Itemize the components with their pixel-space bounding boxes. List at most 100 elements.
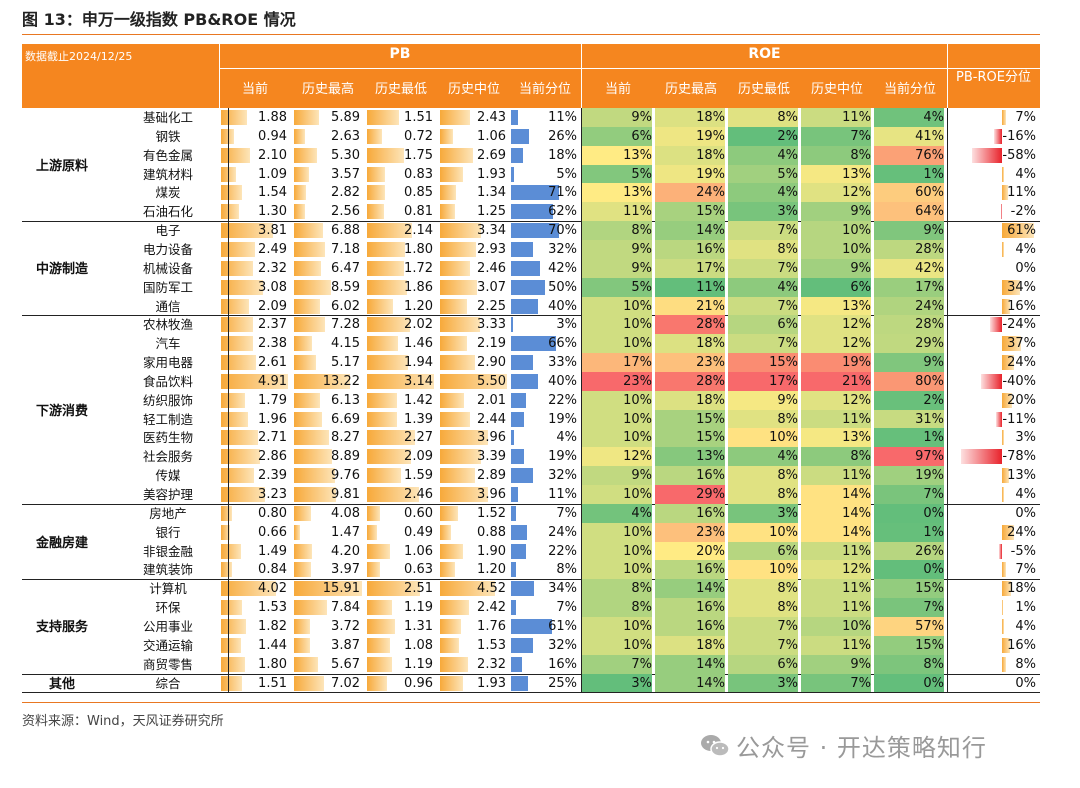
pb-bar bbox=[440, 618, 462, 634]
pb-bar bbox=[294, 656, 319, 672]
date-note: 数据截止2024/12/25 bbox=[25, 50, 133, 63]
roe-value: 10% bbox=[582, 315, 652, 335]
roe-value: 10% bbox=[582, 409, 652, 429]
pb-bar bbox=[511, 618, 553, 634]
pb-bar bbox=[511, 543, 526, 559]
group-separator bbox=[22, 221, 1040, 223]
pb-bar bbox=[367, 524, 378, 540]
roe-value: 9% bbox=[801, 202, 871, 222]
roe-value: 14% bbox=[655, 673, 725, 693]
pb-value: 1.51 bbox=[258, 675, 287, 691]
pb-bar bbox=[511, 355, 534, 371]
pbroe-value: 20% bbox=[1007, 392, 1036, 408]
pb-value: 1.93 bbox=[477, 675, 506, 691]
industry-name: 社会服务 bbox=[142, 449, 193, 465]
roe-value: 7% bbox=[874, 485, 944, 504]
roe-value: 5% bbox=[582, 277, 652, 297]
pb-value: 19% bbox=[548, 411, 577, 427]
roe-value: 26% bbox=[874, 541, 944, 561]
pb-bar bbox=[294, 166, 310, 182]
pb-value: 66% bbox=[548, 336, 577, 352]
industry-name: 电子 bbox=[155, 223, 181, 239]
pb-bar bbox=[294, 675, 324, 691]
subheader-label: 历史中位 bbox=[810, 82, 863, 97]
roe-value: 1% bbox=[874, 164, 944, 184]
roe-value: 11% bbox=[582, 202, 652, 222]
subheader-label: 历史最低 bbox=[374, 82, 427, 97]
table-row: 交通运输 1.44 3.87 1.08 1.53 32% 10% 18% 7% 11% 15% 16% bbox=[22, 635, 1040, 655]
pb-bar bbox=[294, 147, 317, 163]
roe-value: 3% bbox=[582, 673, 652, 693]
roe-value: 17% bbox=[874, 277, 944, 297]
pb-value: 1.31 bbox=[404, 618, 433, 634]
roe-value: 28% bbox=[874, 315, 944, 335]
roe-value: 15% bbox=[874, 579, 944, 599]
pb-value: 4.52 bbox=[477, 581, 506, 597]
pb-value: 1.34 bbox=[477, 185, 506, 201]
pb-value: 2.09 bbox=[404, 449, 433, 465]
roe-value: 11% bbox=[801, 466, 871, 486]
roe-value: 12% bbox=[801, 315, 871, 335]
pb-bar bbox=[294, 392, 321, 408]
pb-bar bbox=[221, 223, 273, 239]
pb-value: 9.76 bbox=[331, 468, 360, 484]
pb-value: 2.32 bbox=[477, 656, 506, 672]
roe-value: 0% bbox=[874, 673, 944, 693]
pb-bar bbox=[511, 260, 540, 276]
pb-bar bbox=[367, 468, 401, 484]
roe-value: 4% bbox=[728, 145, 798, 165]
pb-value: 2.42 bbox=[477, 600, 506, 616]
pb-value: 22% bbox=[548, 392, 577, 408]
pb-value: 7.18 bbox=[331, 241, 360, 257]
pb-value: 7.28 bbox=[331, 317, 360, 333]
pb-bar bbox=[221, 468, 254, 484]
table-row: 传媒 2.39 9.76 1.59 2.89 32% 9% 16% 8% 11% 19% 13% bbox=[22, 466, 1040, 486]
pb-value: 6.69 bbox=[331, 411, 360, 427]
pb-bar bbox=[367, 317, 410, 333]
pbroe-value: 4% bbox=[1015, 487, 1036, 502]
roe-value: 8% bbox=[728, 598, 798, 618]
pbroe-value: 7% bbox=[1015, 110, 1036, 125]
roe-value: 57% bbox=[874, 616, 944, 636]
industry-name: 有色金属 bbox=[142, 147, 193, 163]
roe-value: 10% bbox=[582, 522, 652, 542]
roe-value: 8% bbox=[582, 598, 652, 618]
table-row: 医药生物 2.71 8.27 2.27 3.96 4% 10% 15% 10% 13% 1% 3% bbox=[22, 428, 1040, 448]
roe-value: 7% bbox=[728, 221, 798, 241]
roe-value: 2% bbox=[874, 390, 944, 410]
roe-value: 64% bbox=[874, 202, 944, 222]
pb-value: 4% bbox=[556, 430, 577, 446]
pb-bar bbox=[221, 355, 257, 371]
header-vline bbox=[581, 44, 582, 108]
pb-bar bbox=[511, 241, 533, 257]
roe-value: 15% bbox=[655, 428, 725, 448]
header-vline bbox=[947, 44, 948, 108]
pb-bar bbox=[511, 449, 524, 465]
pb-bar bbox=[440, 373, 507, 389]
pb-value: 1.08 bbox=[404, 637, 433, 653]
roe-value: 17% bbox=[655, 258, 725, 278]
roe-value: 15% bbox=[728, 353, 798, 373]
bottom-rule bbox=[22, 702, 1040, 703]
roe-value: 7% bbox=[728, 258, 798, 278]
roe-value: 5% bbox=[582, 164, 652, 184]
roe-value: 17% bbox=[582, 353, 652, 373]
pb-value: 8.89 bbox=[331, 449, 360, 465]
table-row: 电力设备 2.49 7.18 1.80 2.93 32% 9% 16% 8% 10% 28% 4% bbox=[22, 239, 1040, 259]
pb-bar bbox=[511, 392, 526, 408]
pb-value: 1.90 bbox=[477, 543, 506, 559]
roe-value: 13% bbox=[801, 164, 871, 184]
pbroe-value: -40% bbox=[1002, 373, 1036, 389]
pb-value: 7.84 bbox=[331, 600, 360, 616]
pb-bar bbox=[511, 562, 517, 578]
industry-name: 国防军工 bbox=[142, 279, 193, 295]
pb-value: 2.93 bbox=[477, 241, 506, 257]
table-row: 轻工制造 1.96 6.69 1.39 2.44 19% 10% 15% 8% 11% 31% -11… bbox=[22, 409, 1040, 429]
roe-value: 18% bbox=[655, 390, 725, 410]
column-separator bbox=[228, 108, 229, 693]
pb-bar bbox=[221, 656, 246, 672]
pb-bar bbox=[294, 581, 362, 597]
roe-value: 29% bbox=[655, 485, 725, 504]
pb-value: 5.50 bbox=[477, 373, 506, 389]
industry-name: 电力设备 bbox=[142, 241, 193, 257]
